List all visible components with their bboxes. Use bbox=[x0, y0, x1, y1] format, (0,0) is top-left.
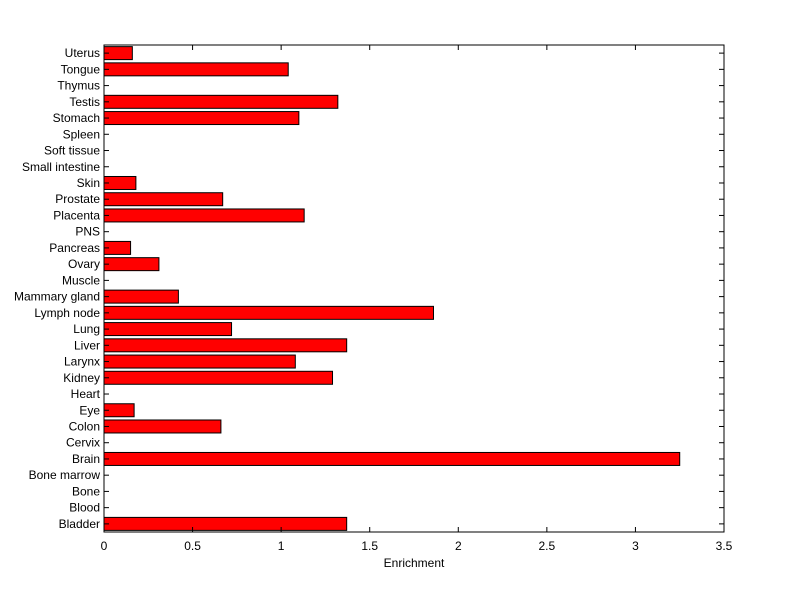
y-tick-label-brain: Brain bbox=[72, 452, 100, 466]
bar-mammary-gland bbox=[103, 289, 179, 304]
y-tick-label-larynx: Larynx bbox=[64, 355, 100, 369]
bar-stomach bbox=[103, 111, 300, 126]
x-tick-label: 1.5 bbox=[361, 539, 378, 553]
y-tick-label-kidney: Kidney bbox=[63, 371, 100, 385]
x-tick-label: 0.5 bbox=[184, 539, 201, 553]
y-tick-label-mammary-gland: Mammary gland bbox=[14, 290, 100, 304]
y-tick-label-tongue: Tongue bbox=[61, 62, 101, 76]
bar-testis bbox=[103, 94, 339, 109]
y-tick-label-bladder: Bladder bbox=[59, 517, 100, 531]
bar-kidney bbox=[103, 370, 334, 385]
y-tick-label-lymph-node: Lymph node bbox=[34, 306, 100, 320]
y-tick-label-soft-tissue: Soft tissue bbox=[44, 144, 100, 158]
x-tick-label: 3 bbox=[632, 539, 639, 553]
y-tick-label-bone: Bone bbox=[72, 484, 100, 498]
y-tick-label-cervix: Cervix bbox=[66, 436, 100, 450]
y-tick-label-spleen: Spleen bbox=[63, 127, 100, 141]
y-axis-ticks: Bladder Blood Bone Bone marrow Brain Cervix Co… bbox=[14, 46, 724, 531]
bar-liver bbox=[103, 338, 348, 353]
x-tick-label: 1 bbox=[278, 539, 285, 553]
x-axis-ticks: 0 0.5 1 1.5 2 2.5 3 3.5 bbox=[101, 45, 733, 553]
y-tick-label-pancreas: Pancreas bbox=[49, 241, 100, 255]
x-tick-label: 2.5 bbox=[539, 539, 556, 553]
x-axis-label: Enrichment bbox=[384, 556, 445, 570]
y-tick-label-small-intestine: Small intestine bbox=[22, 160, 100, 174]
y-tick-label-prostate: Prostate bbox=[55, 192, 100, 206]
y-tick-label-liver: Liver bbox=[74, 338, 100, 352]
y-tick-label-lung: Lung bbox=[73, 322, 100, 336]
y-tick-label-heart: Heart bbox=[71, 387, 101, 401]
y-tick-label-colon: Colon bbox=[69, 419, 100, 433]
bar-larynx bbox=[103, 354, 296, 369]
bar-bladder bbox=[103, 516, 348, 531]
bar-tongue bbox=[103, 62, 289, 77]
y-tick-label-placenta: Placenta bbox=[53, 208, 100, 222]
bar-colon bbox=[103, 419, 222, 434]
y-tick-label-stomach: Stomach bbox=[53, 111, 100, 125]
y-tick-label-ovary: Ovary bbox=[68, 257, 100, 271]
x-tick-label: 2 bbox=[455, 539, 462, 553]
y-tick-label-muscle: Muscle bbox=[62, 273, 100, 287]
plot-area-frame bbox=[103, 44, 725, 533]
y-tick-label-skin: Skin bbox=[77, 176, 100, 190]
y-tick-label-eye: Eye bbox=[79, 403, 100, 417]
bar-ovary bbox=[103, 257, 160, 272]
x-tick-label: 3.5 bbox=[716, 539, 733, 553]
x-tick-label: 0 bbox=[101, 539, 108, 553]
bar-lung bbox=[103, 322, 233, 337]
y-tick-label-thymus: Thymus bbox=[57, 79, 100, 93]
bar-lymph-node bbox=[103, 305, 434, 320]
y-tick-label-testis: Testis bbox=[69, 95, 100, 109]
y-tick-label-pns: PNS bbox=[75, 225, 100, 239]
y-tick-label-blood: Blood bbox=[69, 501, 100, 515]
bar-prostate bbox=[103, 192, 224, 207]
bar-brain bbox=[103, 451, 681, 466]
y-tick-label-bone-marrow: Bone marrow bbox=[29, 468, 101, 482]
y-tick-label-uterus: Uterus bbox=[65, 46, 100, 60]
bar-placenta bbox=[103, 208, 305, 223]
